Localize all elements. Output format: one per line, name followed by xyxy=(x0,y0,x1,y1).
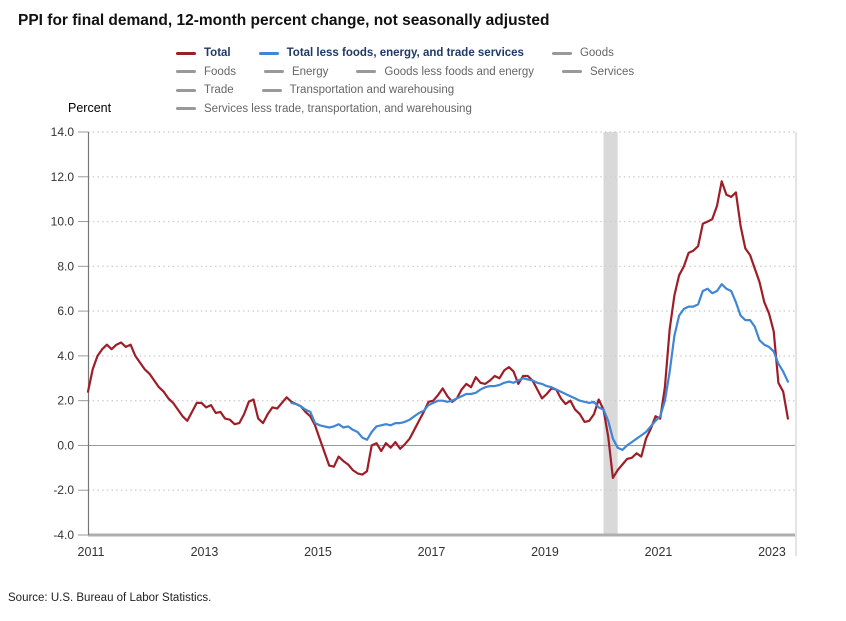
legend-item-label: Services xyxy=(590,65,635,78)
y-axis-unit-label: Percent xyxy=(68,101,112,115)
legend-item-goods-less-foods-and-energy[interactable]: Goods less foods and energy xyxy=(356,63,534,82)
legend-swatch-icon xyxy=(176,107,196,111)
legend-swatch-icon xyxy=(176,70,196,74)
x-tick-label: 2011 xyxy=(78,545,105,559)
legend-item-label: Total xyxy=(204,47,231,59)
y-tick-label: 0.0 xyxy=(57,438,74,452)
legend-item-label: Foods xyxy=(204,65,236,78)
legend-item-energy[interactable]: Energy xyxy=(263,63,329,82)
y-tick-label: 2.0 xyxy=(57,394,74,408)
series-line-total xyxy=(86,180,790,479)
y-tick-label: 8.0 xyxy=(57,259,74,273)
legend-swatch-icon xyxy=(176,88,196,92)
legend-item-label: Total less foods, energy, and trade serv… xyxy=(286,47,524,59)
legend-row: Total Total less foods, energy, and trade… xyxy=(176,44,736,63)
y-tick-label: -4.0 xyxy=(53,528,74,542)
x-tick-label: 2019 xyxy=(531,545,559,559)
legend-item-label: Services less trade, transportation, and… xyxy=(204,102,472,115)
legend-item-transportation-and-warehousing[interactable]: Transportation and warehousing xyxy=(261,81,455,100)
legend-row: Trade Transportation and warehousing xyxy=(176,81,736,100)
legend-item-goods[interactable]: Goods xyxy=(551,44,614,63)
legend-swatch-icon xyxy=(176,51,196,55)
y-tick-label: 10.0 xyxy=(51,215,75,229)
legend-item-total[interactable]: Total xyxy=(176,44,231,63)
chart-title: PPI for final demand, 12-month percent c… xyxy=(18,12,550,29)
y-tick-label: 12.0 xyxy=(51,170,75,184)
legend-swatch-icon xyxy=(562,70,583,74)
x-tick-label: 2015 xyxy=(304,545,332,559)
legend-item-label: Goods less foods and energy xyxy=(384,65,535,78)
legend-swatch-icon xyxy=(551,51,572,55)
series-line-total-less-foods-energy-and-trade-servic xyxy=(290,283,790,451)
x-tick-label: 2021 xyxy=(645,545,673,559)
legend-swatch-icon xyxy=(261,88,282,92)
legend-item-total-less-foods-energy-and-trade-servic[interactable]: Total less foods, energy, and trade serv… xyxy=(258,44,524,63)
legend-item-services[interactable]: Services xyxy=(562,63,634,82)
legend-row: Services less trade, transportation, and… xyxy=(176,100,736,119)
chart-legend: Total Total less foods, energy, and trade… xyxy=(176,44,736,118)
legend-item-label: Energy xyxy=(291,65,329,78)
legend-item-label: Trade xyxy=(204,84,234,96)
y-tick-label: -2.0 xyxy=(53,483,74,497)
legend-swatch-icon xyxy=(258,51,279,55)
y-tick-label: 6.0 xyxy=(57,304,74,318)
legend-item-label: Transportation and warehousing xyxy=(289,84,455,96)
y-tick-label: 14.0 xyxy=(51,125,75,139)
legend-item-services-less-trade-transportation-and-w[interactable]: Services less trade, transportation, and… xyxy=(176,100,472,119)
legend-item-trade[interactable]: Trade xyxy=(176,81,234,100)
legend-swatch-icon xyxy=(263,70,284,74)
legend-row: Foods Energy Goods less foods and energy Se… xyxy=(176,63,736,82)
legend-swatch-icon xyxy=(356,70,377,74)
source-note: Source: U.S. Bureau of Labor Statistics. xyxy=(8,592,212,604)
x-tick-label: 2017 xyxy=(418,545,446,559)
legend-item-foods[interactable]: Foods xyxy=(176,63,236,82)
x-tick-label: 2023 xyxy=(758,545,786,559)
x-tick-label: 2013 xyxy=(191,545,219,559)
y-tick-label: 4.0 xyxy=(57,349,74,363)
legend-item-label: Goods xyxy=(579,47,614,59)
